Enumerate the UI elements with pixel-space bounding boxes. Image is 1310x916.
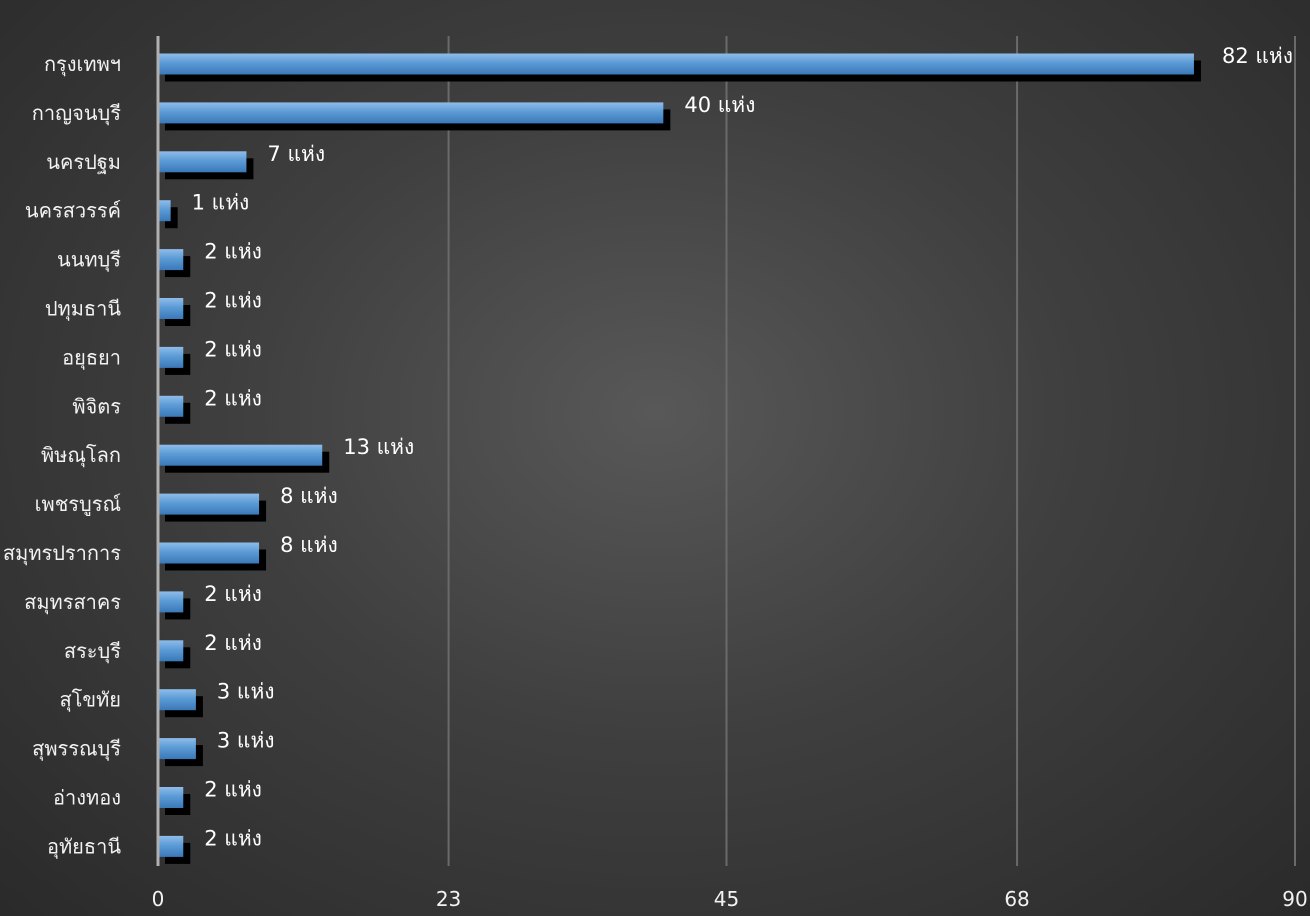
data-label: 2 แห่ง xyxy=(204,826,262,850)
data-label: 8 แห่ง xyxy=(280,533,338,557)
bar xyxy=(158,738,196,760)
category-label: สระบุรี xyxy=(64,639,121,664)
bar xyxy=(158,298,184,319)
category-label: สุพรรณบุรี xyxy=(32,737,121,762)
category-label: สมุทรปราการ xyxy=(3,541,121,566)
bar xyxy=(158,835,184,857)
category-label: เพชรบูรณ์ xyxy=(35,492,121,517)
category-label: สมุทรสาคร xyxy=(24,590,121,615)
data-label: 2 แห่ง xyxy=(204,337,262,361)
category-label: พิจิตร xyxy=(72,394,121,418)
category-label: พิษณุโลก xyxy=(41,443,121,468)
category-label: อุทัยธานี xyxy=(47,834,121,859)
x-tick-label: 68 xyxy=(1004,887,1029,911)
bar xyxy=(158,249,184,271)
category-label: นนทบุรี xyxy=(57,248,121,273)
data-label: 40 แห่ง xyxy=(684,93,755,117)
bar xyxy=(158,346,184,368)
x-tick-label: 90 xyxy=(1282,887,1307,911)
data-label: 2 แห่ง xyxy=(204,631,262,655)
bar xyxy=(158,151,247,173)
category-label: กาญจนบุรี xyxy=(32,101,121,126)
bar xyxy=(158,444,323,466)
data-label: 2 แห่ง xyxy=(204,289,262,313)
data-label: 82 แห่ง xyxy=(1222,44,1293,68)
x-tick-label: 0 xyxy=(152,887,165,911)
data-label: 3 แห่ง xyxy=(217,729,275,753)
category-label: นครปฐม xyxy=(46,150,121,174)
bar xyxy=(158,102,664,124)
data-label: 7 แห่ง xyxy=(267,142,325,166)
data-label: 2 แห่ง xyxy=(204,582,262,606)
gridlines xyxy=(447,36,1296,866)
bar xyxy=(158,53,1194,75)
bar xyxy=(158,542,260,564)
category-label: กรุงเทพฯ xyxy=(44,52,121,77)
x-tick-label: 23 xyxy=(436,887,461,911)
category-label: นครสวรรค์ xyxy=(25,199,121,223)
bar xyxy=(158,200,171,222)
data-label: 2 แห่ง xyxy=(204,386,262,410)
data-label: 2 แห่ง xyxy=(204,778,262,802)
bars xyxy=(158,53,1201,864)
x-tick-label: 45 xyxy=(714,887,739,911)
bar xyxy=(158,395,184,417)
category-label: อยุธยา xyxy=(62,345,121,370)
bar xyxy=(158,689,196,711)
category-label: อ่างทอง xyxy=(53,786,121,810)
category-label: สุโขทัย xyxy=(59,688,121,713)
bar xyxy=(158,493,260,515)
bar xyxy=(158,591,184,613)
category-label: ปทุมธานี xyxy=(45,297,122,322)
data-label: 1 แห่ง xyxy=(192,191,250,215)
data-label: 3 แห่ง xyxy=(217,680,275,704)
data-label: 13 แห่ง xyxy=(343,435,414,459)
bar xyxy=(158,640,184,662)
bar xyxy=(158,787,184,808)
data-label: 8 แห่ง xyxy=(280,484,338,508)
data-label: 2 แห่ง xyxy=(204,240,262,264)
